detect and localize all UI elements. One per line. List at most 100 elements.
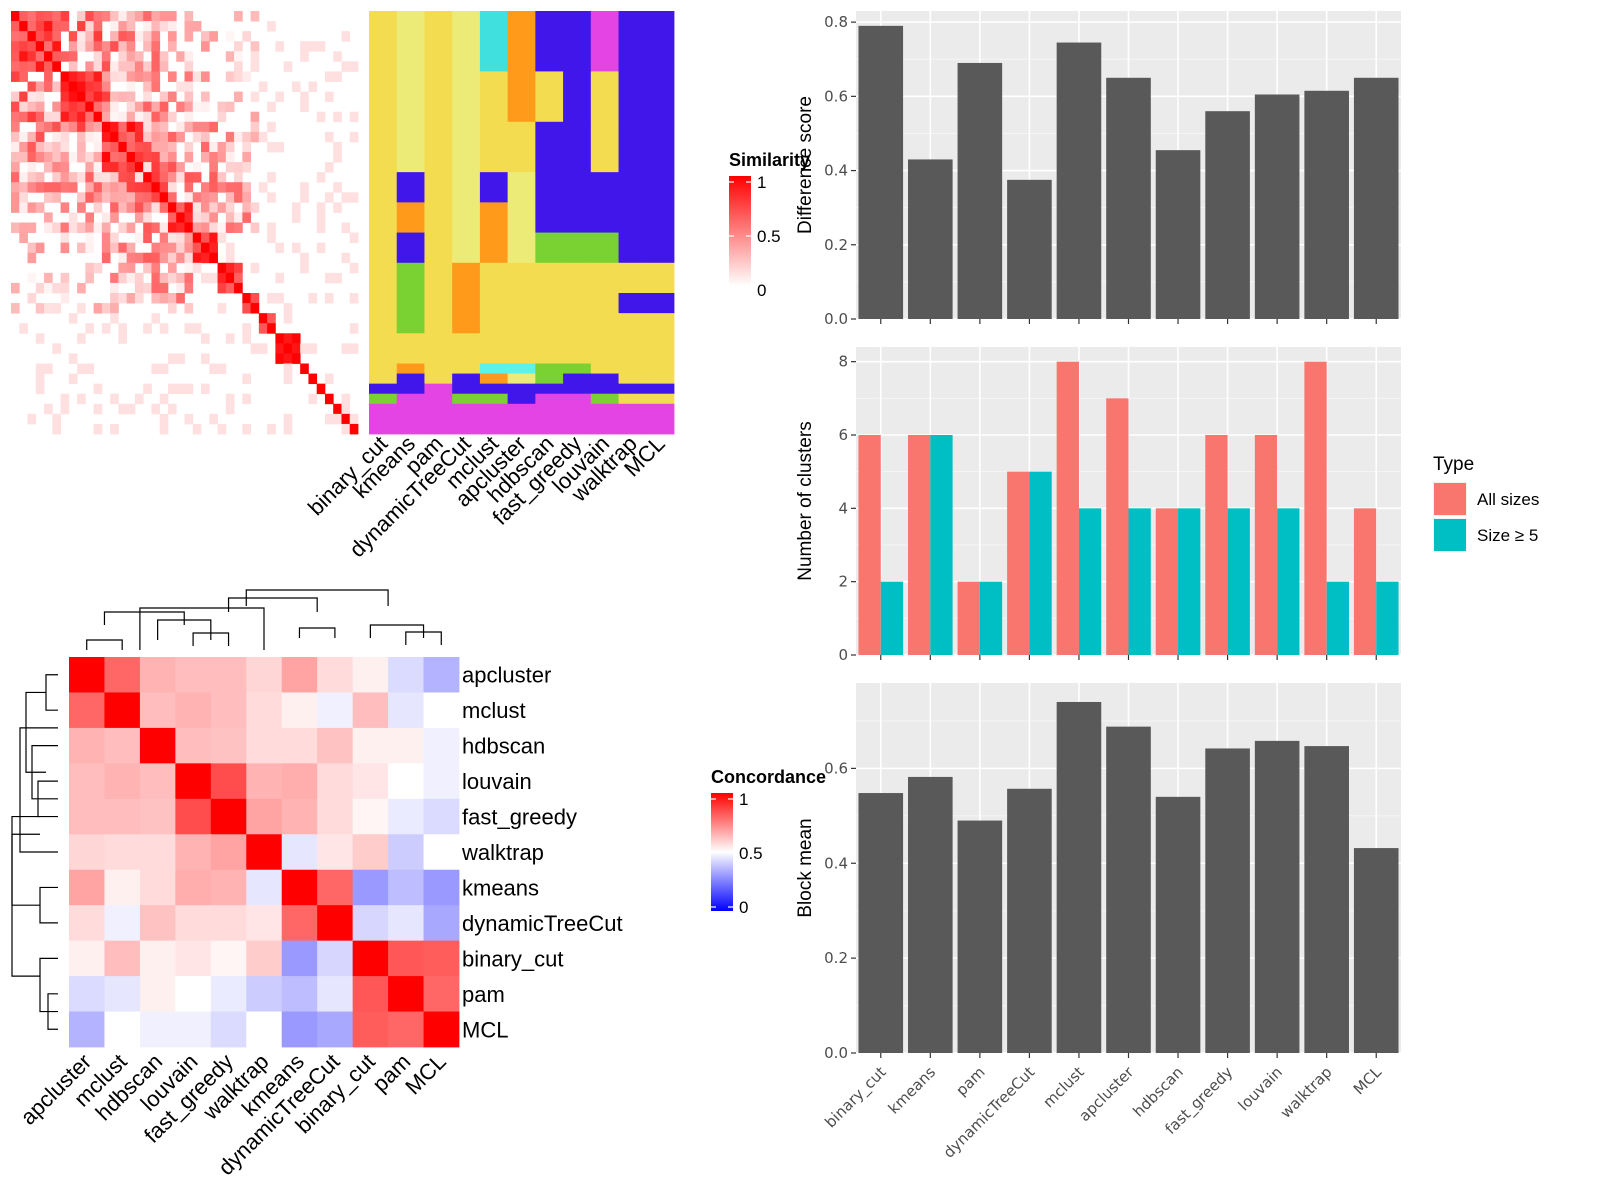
similarity-cell xyxy=(184,323,194,334)
similarity-cell xyxy=(77,131,86,143)
similarity-cell xyxy=(201,71,210,82)
similarity-cell xyxy=(126,51,136,62)
similarity-cell xyxy=(101,162,111,173)
concordance-cell xyxy=(175,869,212,906)
concordance-cell xyxy=(246,976,283,1012)
assignment-cell xyxy=(535,121,564,173)
similarity-cell xyxy=(159,363,169,374)
similarity-cell xyxy=(77,141,86,153)
similarity-cell xyxy=(159,91,169,103)
similarity-cell xyxy=(85,11,95,22)
similarity-cell xyxy=(52,51,61,62)
similarity-cell xyxy=(225,403,235,415)
difference-score-chart: 0.0 0.2 0.4 0.6 0.8 Difference score xyxy=(795,11,1401,328)
similarity-cell xyxy=(126,172,136,183)
assignment-cell xyxy=(535,413,564,425)
similarity-cell xyxy=(77,21,86,32)
assignment-cell xyxy=(646,363,675,374)
concordance-cell xyxy=(69,940,105,977)
similarity-cell xyxy=(77,393,86,405)
assignment-cell xyxy=(646,393,675,405)
similarity-cell xyxy=(275,333,285,344)
similarity-cell xyxy=(85,21,95,32)
similarity-cell xyxy=(35,242,45,254)
similarity-cell xyxy=(250,222,260,233)
similarity-cell xyxy=(110,121,119,133)
similarity-cell xyxy=(93,131,103,143)
similarity-cell xyxy=(324,293,334,304)
similarity-cell xyxy=(68,51,78,62)
similarity-cell xyxy=(167,303,177,314)
similarity-cell xyxy=(35,282,45,294)
assignment-cell xyxy=(535,313,564,334)
concordance-row-label: pam xyxy=(462,982,505,1007)
similarity-cell xyxy=(27,81,37,92)
similarity-cell xyxy=(184,11,194,22)
similarity-cell xyxy=(68,91,78,103)
similarity-cell xyxy=(192,162,202,173)
similarity-cell xyxy=(60,172,70,183)
similarity-cell xyxy=(35,91,45,103)
similarity-cell xyxy=(341,31,351,42)
assignment-cell xyxy=(369,121,398,173)
assignment-cell xyxy=(618,121,647,173)
similarity-cell xyxy=(27,141,37,153)
similarity-cell xyxy=(93,383,103,395)
similarity-cell xyxy=(316,41,326,52)
similarity-cell xyxy=(35,11,45,22)
similarity-cell xyxy=(93,262,103,274)
similarity-cell xyxy=(27,413,37,425)
similarity-cell xyxy=(151,152,161,163)
similarity-cell xyxy=(167,242,177,254)
similarity-cell xyxy=(143,152,152,163)
similarity-cell xyxy=(267,192,276,203)
concordance-cell xyxy=(104,976,141,1012)
similarity-cell xyxy=(201,242,210,254)
similarity-cell xyxy=(192,423,202,435)
similarity-cell xyxy=(35,333,45,344)
similarity-cell xyxy=(134,182,144,193)
concordance-cell xyxy=(69,1011,105,1048)
similarity-cell xyxy=(44,71,53,82)
similarity-cell xyxy=(101,152,111,163)
concordance-cell xyxy=(210,940,247,977)
bar xyxy=(858,435,881,655)
similarity-cell xyxy=(19,323,28,334)
similarity-cell xyxy=(101,222,111,233)
similarity-cell xyxy=(134,252,144,264)
concordance-cell xyxy=(317,834,354,871)
bar xyxy=(1353,848,1399,1053)
similarity-cell xyxy=(19,131,28,143)
similarity-cell xyxy=(126,293,136,304)
similarity-cell xyxy=(19,152,28,163)
similarity-cell xyxy=(151,21,161,32)
similarity-cell xyxy=(283,343,293,354)
similarity-cell xyxy=(27,222,37,233)
similarity-cell xyxy=(234,61,243,72)
similarity-cell xyxy=(60,403,70,415)
assignment-cell xyxy=(507,293,536,314)
similarity-cell xyxy=(192,172,202,183)
similarity-cell xyxy=(60,101,70,113)
similarity-cell xyxy=(52,21,61,32)
similarity-cell xyxy=(341,413,351,425)
similarity-cell xyxy=(52,162,61,173)
bar xyxy=(1304,90,1349,319)
similarity-cell xyxy=(151,293,161,304)
concordance-cell xyxy=(352,834,389,871)
bar xyxy=(1007,788,1052,1053)
assignment-cell xyxy=(396,413,425,425)
concordance-cell xyxy=(317,798,354,835)
similarity-cell xyxy=(60,71,70,82)
similarity-cell xyxy=(110,393,119,405)
similarity-cell xyxy=(217,141,227,153)
similarity-cell xyxy=(242,182,251,193)
similarity-cell xyxy=(201,202,210,213)
similarity-cell xyxy=(126,403,136,415)
assignment-cell xyxy=(646,403,675,415)
similarity-cell xyxy=(134,71,144,82)
similarity-cell xyxy=(333,272,342,284)
similarity-cell xyxy=(44,272,53,284)
y-axis-label: Block mean xyxy=(795,818,816,917)
